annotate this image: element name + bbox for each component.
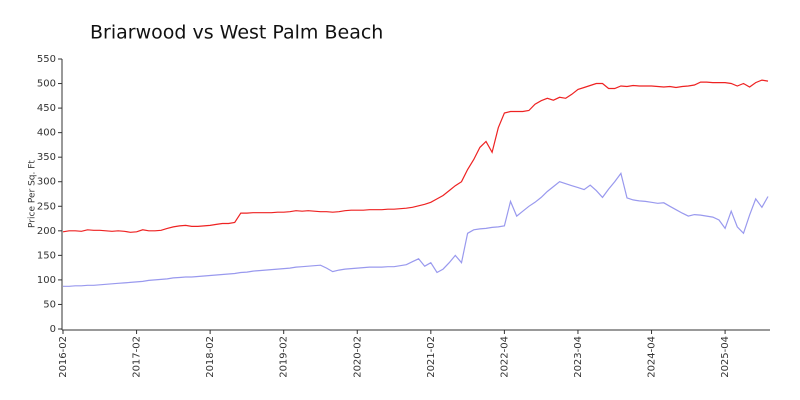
y-tick-label: 550 [37,54,56,65]
y-tick-label: 350 [37,152,56,163]
y-tick-label: 100 [37,275,56,286]
y-tick-label: 200 [37,226,56,237]
x-tick-label: 2020-02 [352,336,363,378]
chart-title: Briarwood vs West Palm Beach [90,22,383,44]
series-line [63,172,769,287]
x-tick-label: 2018-02 [205,336,216,378]
x-tick-label: 2021-02 [426,336,437,378]
x-tick-label: 2025-04 [720,336,731,378]
y-axis-label: Price Per Sq. Ft [28,160,38,228]
x-tick-label: 2024-04 [647,336,658,378]
x-tick-label: 2017-02 [132,336,143,378]
y-tick-label: 450 [37,103,56,114]
y-tick-label: 400 [37,128,56,139]
y-tick-label: 150 [37,250,56,261]
x-tick-label: 2023-04 [573,336,584,378]
y-tick-label: 300 [37,177,56,188]
x-tick-label: 2022-04 [499,336,510,378]
series-line [62,79,769,233]
y-tick-label: 250 [37,201,56,212]
y-tick-label: 50 [43,299,56,310]
x-tick-label: 2016-02 [58,336,69,378]
x-tick-label: 2019-02 [279,336,290,378]
y-tick-label: 500 [37,79,56,90]
y-tick-label: 0 [50,324,56,335]
